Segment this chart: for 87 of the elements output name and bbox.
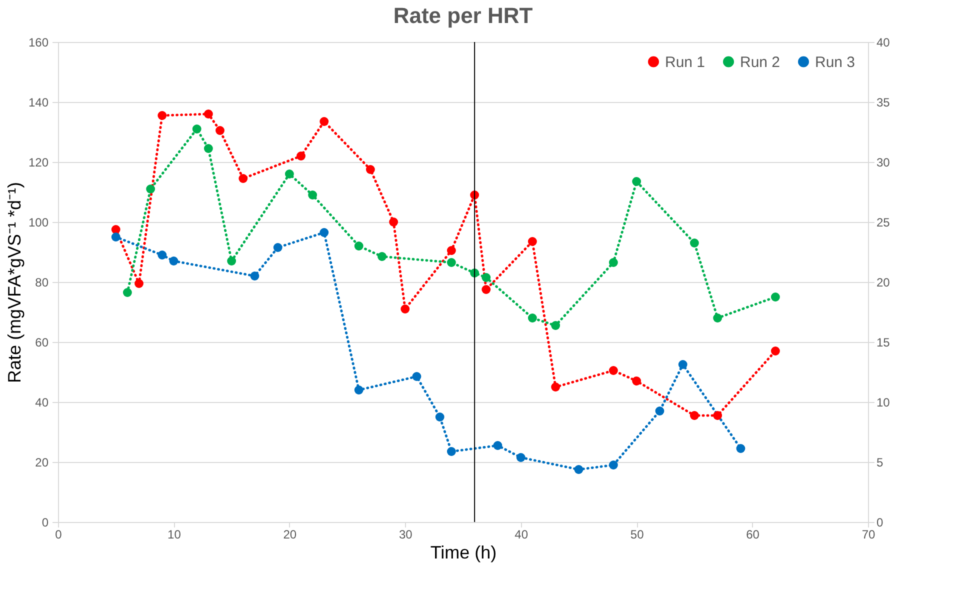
point [227, 256, 236, 266]
point [134, 279, 144, 288]
x-tick-label: 30 [398, 528, 413, 542]
point [493, 441, 502, 450]
y2-tick-label: 35 [876, 96, 890, 110]
point [713, 411, 722, 420]
point [158, 111, 167, 120]
point [690, 411, 699, 420]
point [770, 346, 780, 356]
x-tick-label: 10 [168, 528, 182, 542]
legend-label: Run 1 [665, 54, 706, 71]
point [366, 165, 375, 174]
point [446, 447, 456, 456]
point [389, 218, 398, 226]
point [238, 174, 248, 183]
point [273, 243, 282, 252]
y2-tick-label: 15 [876, 336, 890, 350]
y-tick-label: 40 [35, 396, 49, 410]
y2-tick-label: 0 [876, 516, 884, 530]
point [216, 126, 224, 135]
y2-tick-label: 30 [876, 156, 890, 170]
x-axis-title: Time (h) [430, 542, 497, 562]
y-tick-label: 140 [28, 96, 49, 110]
point [204, 144, 213, 153]
x-tick-label: 60 [746, 528, 760, 542]
point [158, 250, 167, 260]
x-tick-label: 40 [514, 528, 528, 542]
y-axis-title: Rate (mgVFA*gVS⁻¹ *d⁻¹) [4, 182, 24, 384]
point [400, 304, 410, 314]
point [111, 225, 120, 234]
y-tick-label: 80 [35, 276, 49, 290]
y-tick-label: 160 [28, 36, 49, 50]
point [770, 292, 780, 302]
y-tick-label: 120 [28, 156, 49, 170]
point [655, 406, 664, 416]
point [574, 465, 584, 474]
point [111, 232, 120, 242]
point [551, 321, 560, 330]
point [250, 272, 260, 280]
y2-tick-label: 40 [876, 36, 890, 50]
point [736, 444, 746, 453]
point [632, 177, 642, 186]
x-tick-label: 0 [55, 528, 62, 542]
y-tick-label: 100 [28, 216, 49, 230]
point [122, 288, 132, 297]
point [608, 460, 618, 470]
y-tick-label: 20 [35, 456, 49, 470]
point [608, 258, 618, 267]
y-tick-label: 60 [35, 336, 49, 350]
x-tick-label: 50 [630, 528, 644, 542]
point [551, 382, 560, 392]
point [204, 110, 213, 118]
point [169, 256, 178, 266]
point [354, 242, 364, 250]
point [446, 246, 456, 255]
point [528, 237, 537, 246]
chart-title: Rate per HRT [393, 3, 534, 28]
point [608, 366, 618, 375]
point [528, 314, 537, 322]
point [482, 273, 491, 282]
point [713, 314, 722, 322]
point [435, 412, 444, 422]
point [412, 372, 422, 381]
x-tick-label: 70 [862, 528, 876, 542]
y-tick-label: 0 [42, 516, 49, 530]
point [284, 170, 294, 178]
point [446, 258, 456, 267]
point [354, 386, 364, 394]
point [690, 238, 699, 248]
y2-tick-label: 20 [876, 276, 890, 290]
point [192, 124, 202, 134]
x-tick-label: 20 [283, 528, 297, 542]
y2-tick-label: 25 [876, 216, 890, 230]
legend-label: Run 3 [815, 54, 856, 71]
point [632, 376, 642, 386]
point [516, 453, 526, 462]
point [678, 360, 688, 369]
y2-tick-label: 5 [876, 456, 884, 470]
point [146, 184, 156, 194]
point [308, 190, 318, 200]
point [378, 252, 386, 261]
point [482, 285, 491, 294]
point [320, 117, 329, 126]
y2-tick-label: 10 [876, 396, 890, 410]
legend-label: Run 2 [740, 54, 780, 71]
point [296, 152, 306, 160]
point [320, 228, 329, 237]
